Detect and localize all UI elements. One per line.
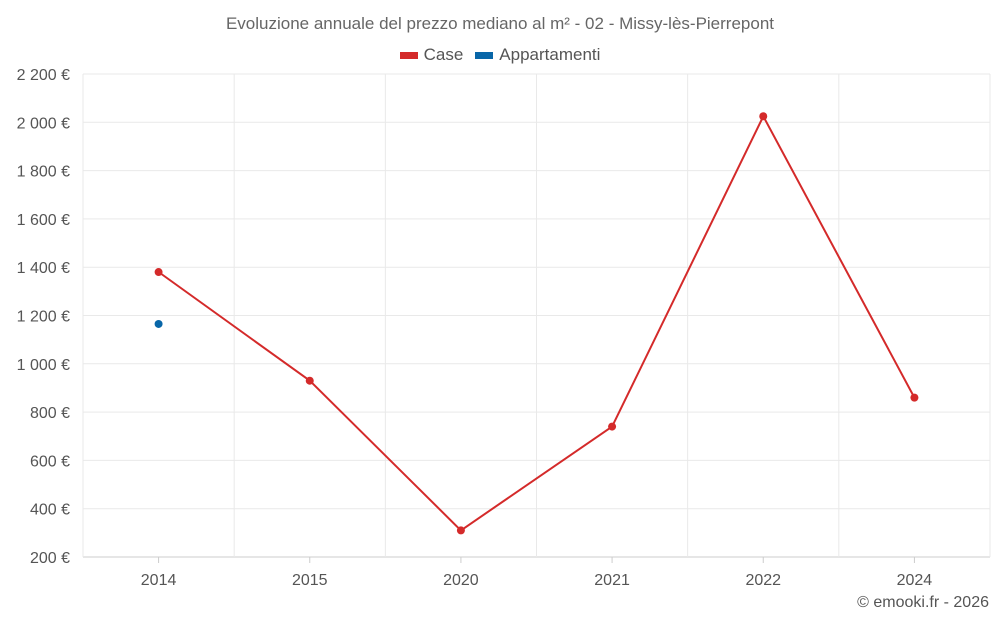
x-axis: 2014 2015 2020 2021 2022 2024	[141, 557, 933, 589]
x-tick-label: 2014	[141, 572, 177, 589]
y-tick-label: 200 €	[30, 550, 70, 567]
series-layer	[154, 112, 919, 535]
y-tick-label: 1 400 €	[17, 260, 70, 277]
y-tick-label: 800 €	[30, 405, 70, 422]
y-tick-label: 2 200 €	[17, 67, 70, 84]
x-tick-label: 2021	[594, 572, 630, 589]
data-point-case-2020[interactable]	[456, 526, 465, 535]
legend-swatch-appartamenti	[475, 51, 494, 59]
legend-swatch-case	[399, 51, 418, 59]
legend-item-appartamenti[interactable]: Appartamenti	[475, 45, 600, 65]
data-point-case-2021[interactable]	[608, 422, 617, 431]
credit: © emooki.fr - 2026	[857, 594, 989, 611]
y-tick-label: 1 800 €	[17, 164, 70, 181]
legend-label-appartamenti: Appartamenti	[499, 45, 601, 64]
grid	[82, 73, 991, 558]
legend-item-case[interactable]: Case	[399, 45, 464, 65]
x-tick-label: 2015	[292, 572, 328, 589]
legend: Case Appartamenti	[0, 45, 1000, 65]
y-tick-label: 400 €	[30, 502, 70, 519]
series-line-case	[158, 114, 916, 532]
data-point-appartamenti-2014[interactable]	[154, 319, 163, 328]
data-point-case-2014[interactable]	[154, 268, 163, 277]
data-point-case-2024[interactable]	[910, 393, 919, 402]
y-tick-label: 600 €	[30, 453, 70, 470]
data-point-case-2022[interactable]	[759, 112, 768, 121]
y-tick-label: 1 000 €	[17, 357, 70, 374]
y-tick-label: 2 000 €	[17, 115, 70, 132]
y-axis: 200 € 400 € 600 € 800 € 1 000 € 1 200 € 1 400 …	[17, 67, 70, 567]
x-tick-label: 2024	[897, 572, 933, 589]
chart-title: Evoluzione annuale del prezzo mediano al…	[225, 14, 775, 33]
x-tick-label: 2020	[443, 572, 479, 589]
legend-label-case: Case	[423, 45, 464, 64]
x-tick-label: 2022	[745, 572, 781, 589]
data-point-case-2015[interactable]	[305, 376, 314, 385]
y-tick-label: 1 600 €	[17, 212, 70, 229]
y-tick-label: 1 200 €	[17, 309, 70, 326]
